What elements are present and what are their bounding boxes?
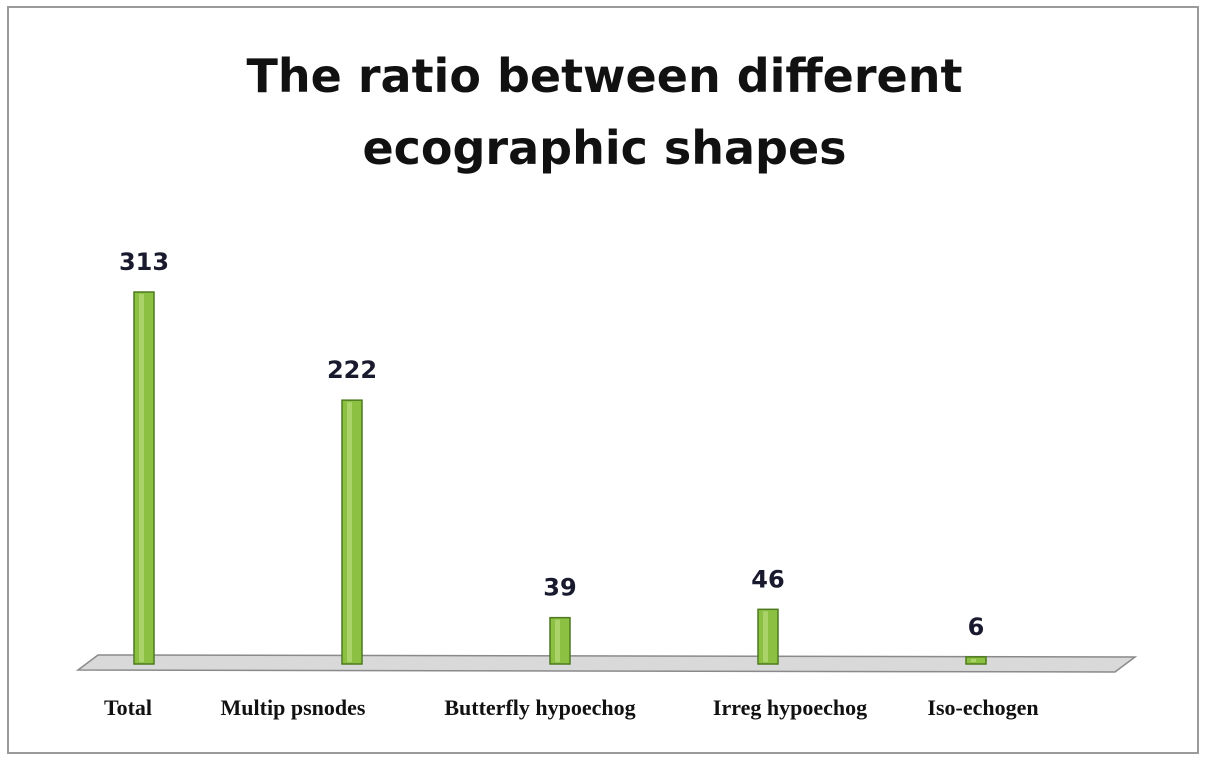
category-label: Butterfly hypoechog [444, 695, 635, 720]
bar-highlight [555, 619, 560, 662]
category-label: Irreg hypoechog [713, 695, 867, 720]
category-label: Multip psnodes [221, 695, 366, 720]
data-label: 222 [327, 356, 377, 384]
data-label: 46 [751, 565, 784, 593]
bar-highlight [347, 402, 352, 662]
category-label: Iso-echogen [927, 695, 1038, 720]
bar-group: 6 [965, 613, 987, 665]
chart-title: The ratio between different ecographic sh… [246, 49, 963, 175]
data-label: 39 [543, 574, 576, 602]
bar-group: 222 [327, 356, 377, 665]
bar-highlight [763, 611, 768, 662]
category-label: Total [104, 695, 152, 720]
bar-highlight [971, 658, 976, 662]
data-label: 6 [968, 613, 985, 641]
data-label: 313 [119, 248, 169, 276]
bar-highlight [139, 294, 144, 662]
bar-group: 313 [119, 248, 169, 665]
bar-group: 39 [543, 574, 577, 665]
chart-frame [7, 6, 1199, 754]
bar-group: 46 [751, 565, 785, 665]
